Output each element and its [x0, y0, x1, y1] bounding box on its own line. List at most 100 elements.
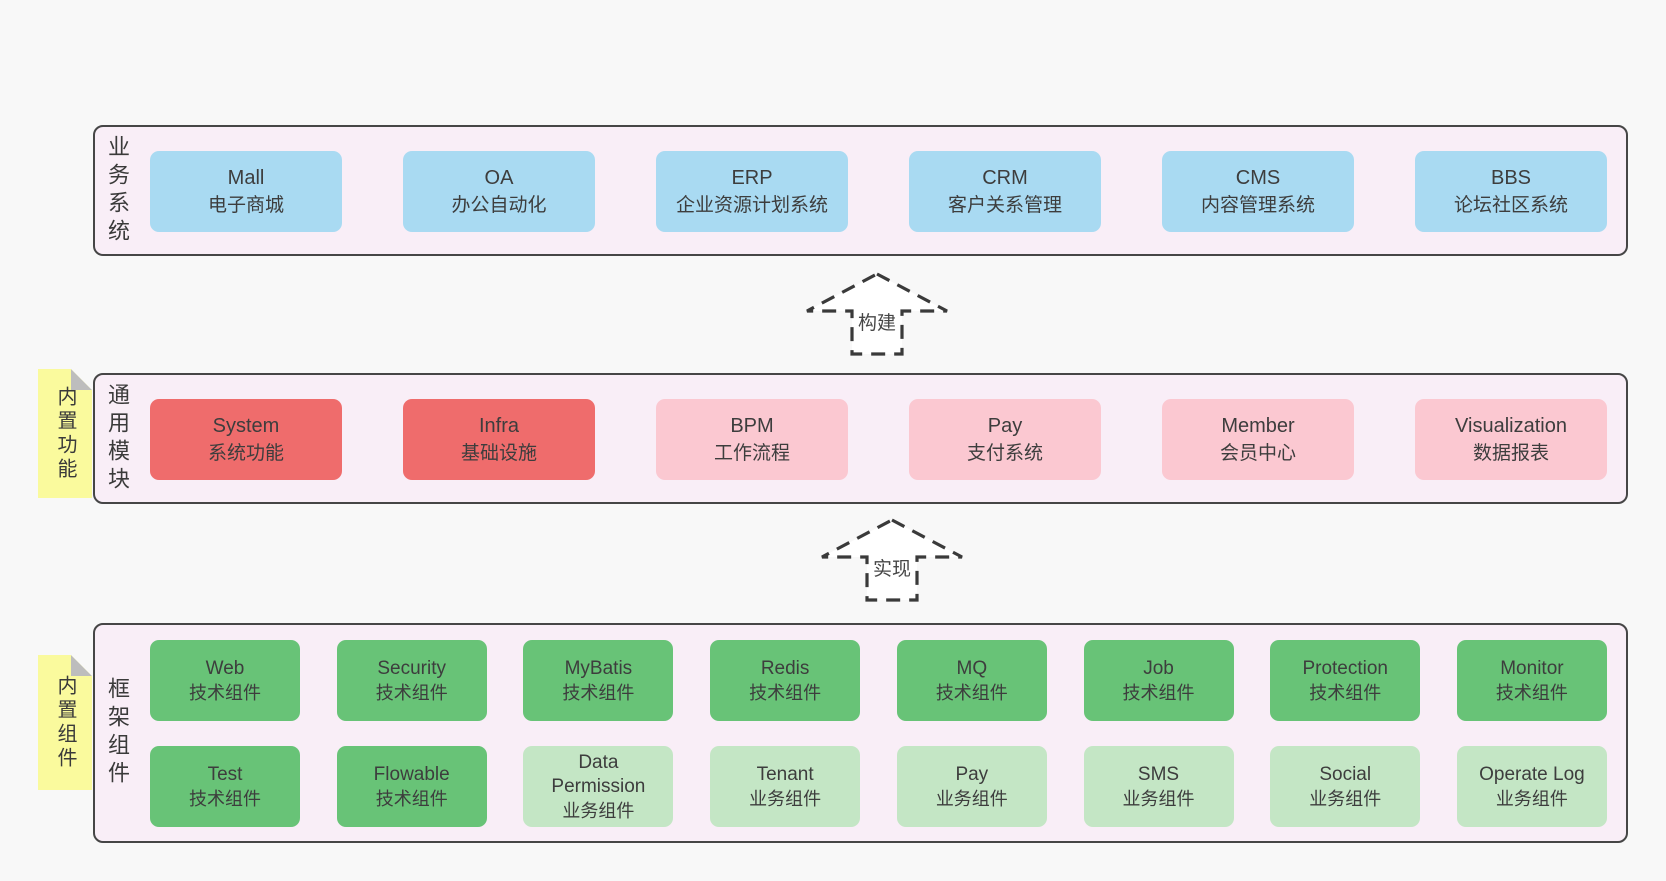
box-web: Web 技术组件 — [150, 640, 300, 721]
box-erp: ERP 企业资源计划系统 — [656, 151, 848, 232]
box-flowable: Flowable 技术组件 — [336, 746, 487, 827]
box-title: System — [212, 414, 280, 437]
box-title: CRM — [982, 166, 1028, 189]
components-box-row-1: Web 技术组件 Security 技术组件 MyBatis 技术组件 Redi… — [150, 640, 1607, 721]
box-title: Infra — [478, 414, 520, 437]
arrow-implement-label: 实现 — [869, 554, 915, 581]
box-title: Mall — [227, 166, 265, 189]
box-title: Visualization — [1455, 414, 1567, 437]
box-title: MQ — [956, 657, 988, 679]
box-subtitle: 电子商城 — [207, 194, 284, 216]
box-subtitle: 业务组件 — [562, 800, 635, 821]
box-title: Data Permission — [551, 751, 646, 797]
modules-box-row: System 系统功能 Infra 基础设施 BPM 工作流程 Pay 支付系统… — [150, 399, 1607, 480]
box-title: Operate Log — [1479, 763, 1585, 785]
sticky-note-builtin-components: 内置组件 — [38, 655, 92, 790]
box-cms: CMS 内容管理系统 — [1162, 151, 1354, 232]
box-subtitle: 数据报表 — [1472, 442, 1549, 464]
box-subtitle: 支付系统 — [966, 442, 1043, 464]
box-mq: MQ 技术组件 — [896, 640, 1047, 721]
box-monitor: Monitor 技术组件 — [1456, 640, 1607, 721]
box-subtitle: 系统功能 — [207, 442, 284, 464]
folded-corner-icon — [71, 369, 92, 390]
box-pay: Pay 支付系统 — [909, 399, 1101, 480]
arrow-build-label: 构建 — [854, 308, 900, 335]
box-subtitle: 客户关系管理 — [947, 194, 1062, 216]
box-subtitle: 技术组件 — [749, 682, 822, 703]
layer-common-modules: 通用模块 System 系统功能 Infra 基础设施 BPM 工作流程 Pay… — [93, 373, 1628, 504]
layer-label-components: 框架组件 — [105, 677, 130, 789]
box-mall: Mall 电子商城 — [150, 151, 342, 232]
box-mybatis: MyBatis 技术组件 — [523, 640, 674, 721]
box-subtitle: 基础设施 — [460, 442, 537, 464]
box-subtitle: 技术组件 — [1495, 682, 1568, 703]
box-pay-biz: Pay 业务组件 — [896, 746, 1047, 827]
box-title: SMS — [1137, 763, 1180, 785]
box-title: Web — [205, 657, 245, 679]
box-subtitle: 工作流程 — [713, 442, 790, 464]
box-subtitle: 业务组件 — [1495, 788, 1568, 809]
box-title: ERP — [731, 166, 773, 189]
box-sms: SMS 业务组件 — [1083, 746, 1234, 827]
box-infra: Infra 基础设施 — [403, 399, 595, 480]
box-title: Pay — [955, 763, 989, 785]
components-box-row-2: Test 技术组件 Flowable 技术组件 Data Permission … — [150, 746, 1607, 827]
box-title: Pay — [987, 414, 1023, 437]
box-subtitle: 技术组件 — [375, 682, 448, 703]
box-test: Test 技术组件 — [150, 746, 300, 827]
box-subtitle: 技术组件 — [935, 682, 1008, 703]
box-title: BPM — [730, 414, 774, 437]
box-data-permission: Data Permission 业务组件 — [523, 746, 674, 827]
box-protection: Protection 技术组件 — [1270, 640, 1421, 721]
layer-label-business: 业务系统 — [105, 134, 130, 247]
box-subtitle: 技术组件 — [375, 788, 448, 809]
box-subtitle: 办公自动化 — [451, 194, 547, 216]
box-title: Job — [1143, 657, 1174, 679]
box-system: System 系统功能 — [150, 399, 342, 480]
box-subtitle: 技术组件 — [1309, 682, 1382, 703]
box-subtitle: 业务组件 — [749, 788, 822, 809]
sticky-note-builtin-functions: 内置功能 — [38, 369, 92, 498]
box-visualization: Visualization 数据报表 — [1415, 399, 1607, 480]
box-title: Flowable — [373, 763, 450, 785]
box-subtitle: 企业资源计划系统 — [675, 194, 828, 216]
box-title: OA — [484, 166, 514, 189]
box-subtitle: 内容管理系统 — [1200, 194, 1315, 216]
note-text: 内置功能 — [54, 385, 76, 482]
box-subtitle: 技术组件 — [562, 682, 635, 703]
arrow-implement: 实现 — [819, 517, 965, 603]
folded-corner-icon — [71, 655, 92, 676]
box-title: CMS — [1235, 166, 1281, 189]
box-security: Security 技术组件 — [336, 640, 487, 721]
box-job: Job 技术组件 — [1083, 640, 1234, 721]
box-title: MyBatis — [564, 657, 633, 679]
box-title: Social — [1319, 763, 1372, 785]
layer-framework-components: 框架组件 Web 技术组件 Security 技术组件 MyBatis 技术组件… — [93, 623, 1628, 843]
box-tenant: Tenant 业务组件 — [710, 746, 861, 827]
box-subtitle: 技术组件 — [189, 682, 261, 703]
box-operate-log: Operate Log 业务组件 — [1456, 746, 1607, 827]
box-title: Redis — [760, 657, 810, 679]
box-title: BBS — [1490, 166, 1532, 189]
box-title: Protection — [1302, 657, 1388, 679]
business-box-row: Mall 电子商城 OA 办公自动化 ERP 企业资源计划系统 CRM 客户关系… — [150, 151, 1607, 232]
box-subtitle: 论坛社区系统 — [1453, 194, 1568, 216]
box-subtitle: 技术组件 — [189, 788, 261, 809]
box-subtitle: 会员中心 — [1219, 442, 1296, 464]
box-oa: OA 办公自动化 — [403, 151, 595, 232]
box-title: Monitor — [1500, 657, 1564, 679]
box-title: Test — [207, 763, 243, 785]
layer-business-systems: 业务系统 Mall 电子商城 OA 办公自动化 ERP 企业资源计划系统 CRM… — [93, 125, 1628, 256]
box-title: Member — [1221, 414, 1295, 437]
box-crm: CRM 客户关系管理 — [909, 151, 1101, 232]
box-subtitle: 业务组件 — [1122, 788, 1195, 809]
note-text: 内置组件 — [54, 674, 76, 771]
box-bbs: BBS 论坛社区系统 — [1415, 151, 1607, 232]
box-subtitle: 技术组件 — [1122, 682, 1195, 703]
layer-label-modules: 通用模块 — [105, 382, 130, 495]
box-title: Tenant — [756, 763, 814, 785]
box-social: Social 业务组件 — [1270, 746, 1421, 827]
box-subtitle: 业务组件 — [935, 788, 1008, 809]
box-title: Security — [377, 657, 447, 679]
